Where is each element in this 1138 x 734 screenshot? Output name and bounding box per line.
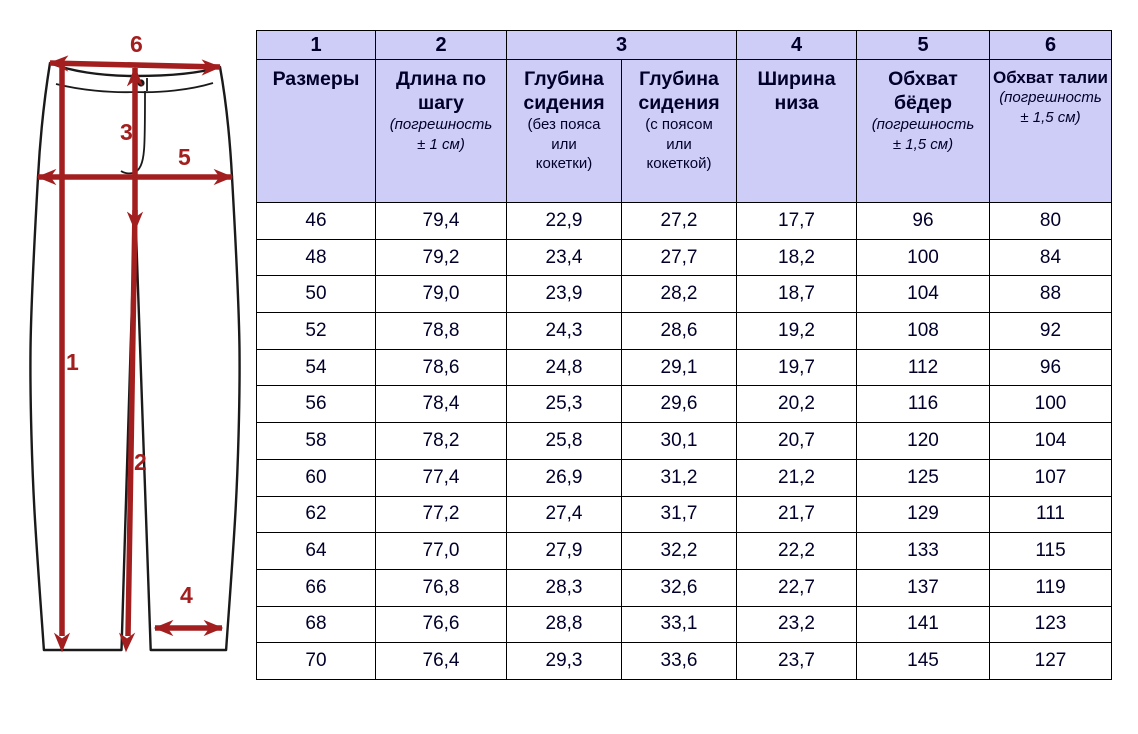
svg-text:1: 1 — [66, 349, 79, 375]
svg-text:3: 3 — [120, 119, 133, 145]
svg-text:4: 4 — [180, 582, 193, 608]
svg-text:2: 2 — [134, 449, 147, 475]
svg-text:5: 5 — [178, 144, 191, 170]
svg-text:6: 6 — [130, 31, 143, 57]
